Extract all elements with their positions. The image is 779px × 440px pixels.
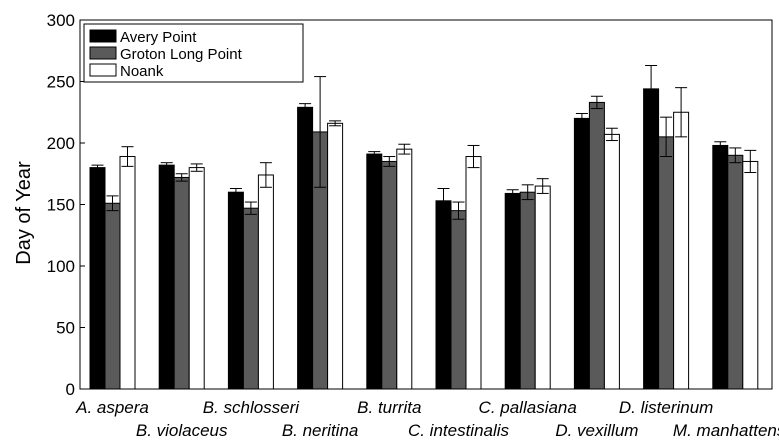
error-bar [744,149,757,174]
bar [89,167,106,390]
error-bar [467,144,480,169]
plot-area: 0 50 100 150 200 250 300 A. aspera B. violaceus B… [47,11,779,440]
bar [188,167,205,390]
y-tick-label: 50 [56,319,75,338]
error-bar [383,156,396,167]
error-bar [244,201,257,215]
bar [643,88,660,390]
bar [673,111,690,390]
bar [227,191,244,390]
y-tick-label: 250 [47,73,75,92]
error-bar [729,147,742,164]
legend-swatch [89,29,117,43]
bar [366,153,383,390]
x-category-label: C. intestinalis [408,421,510,440]
x-category-label: D. vexillum [555,421,638,440]
bar [257,174,274,390]
x-category-label: M. manhattensis [673,421,779,440]
legend-entry: Noank [120,63,164,80]
bar [450,210,467,390]
bar [104,202,121,390]
bar [173,176,190,390]
x-category-label: D. listerinum [619,398,713,417]
error-bar [645,65,658,113]
error-bar [536,178,549,194]
bar [435,200,452,390]
x-category-label: A. aspera [75,398,149,417]
error-bar [575,112,588,124]
bar [119,156,136,390]
y-tick-label: 200 [47,134,75,153]
x-category-label: B. schlosseri [203,398,301,417]
x-category-label: B. violaceus [136,421,228,440]
error-bar [675,87,688,138]
error-bar [259,162,272,188]
error-bar [714,141,727,150]
legend-swatch [89,63,117,77]
bar [519,191,536,390]
bar [381,160,398,390]
error-bar [190,163,203,172]
y-tick-label: 0 [66,380,75,399]
error-bar [329,120,342,127]
error-bar [229,188,242,197]
error-bar [121,146,134,167]
error-bar [660,116,673,158]
bar [658,136,675,390]
error-bar [452,201,465,220]
bar [465,156,482,390]
error-bar [437,188,450,214]
bar [327,122,344,390]
error-bar [175,173,188,182]
x-category-label: B. turrita [357,398,421,417]
bar [603,133,620,390]
bar [573,117,590,390]
y-tick-label: 300 [47,11,75,30]
error-bar [590,95,603,110]
bar [534,185,551,390]
y-tick-label: 150 [47,196,75,215]
bar [588,101,605,390]
bar [396,148,413,390]
error-bar [368,151,381,158]
bar [297,106,314,390]
bar [742,160,759,390]
bar [504,192,521,390]
legend-entry: Groton Long Point [120,46,243,63]
y-tick-label: 100 [47,257,75,276]
error-bar [398,143,411,155]
bar [727,154,744,390]
error-bar [605,127,618,142]
bar [158,164,175,390]
error-bar [314,76,327,188]
legend-box [83,23,304,83]
error-bar [299,103,312,112]
error-bar [506,189,519,198]
legend-swatch [89,46,117,60]
bar [712,144,729,390]
x-category-label: C. pallasiana [479,398,577,417]
error-bar [91,164,104,171]
x-category-label: B. neritina [282,421,359,440]
legend-entry: Avery Point [120,29,197,46]
error-bar [521,184,534,201]
y-axis-label: Day of Year [13,161,35,265]
bar [242,207,259,390]
error-bar [160,162,173,169]
error-bar [106,195,119,212]
